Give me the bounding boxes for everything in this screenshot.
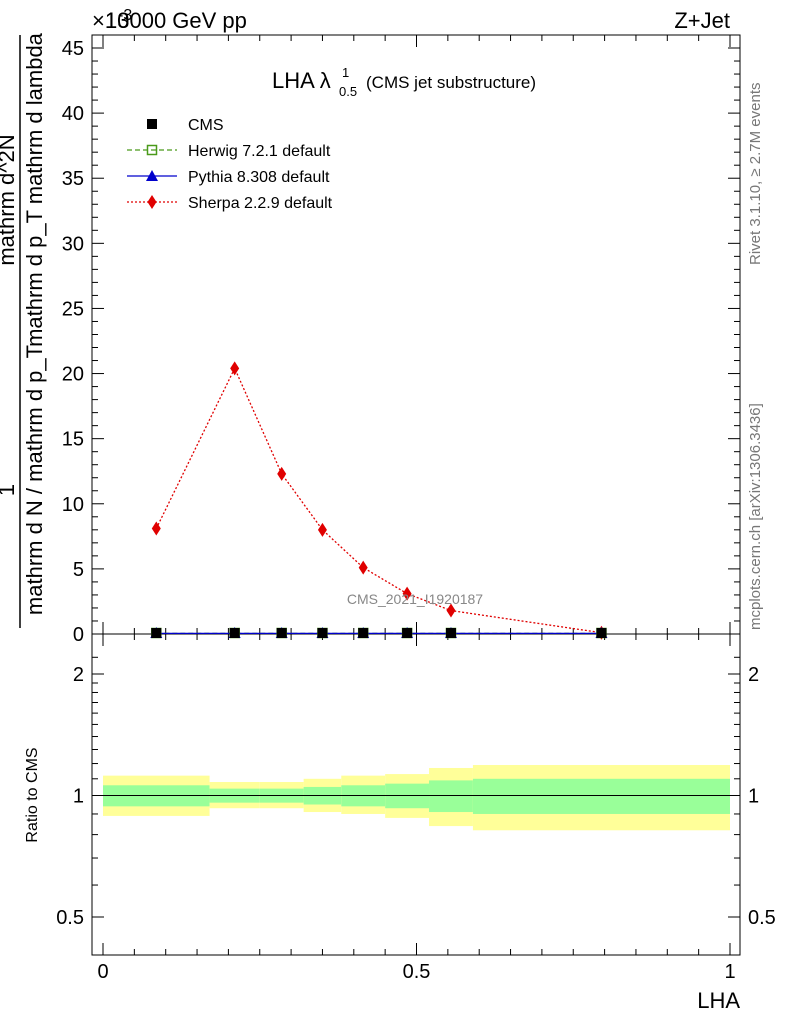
y-tick-label: 20 xyxy=(62,364,84,386)
y-tick-label: 0 xyxy=(73,624,84,646)
y-tick-label: 5 xyxy=(73,559,84,581)
legend-label-2: Pythia 8.308 default xyxy=(188,169,330,186)
ylabel-denominator: mathrm d N / mathrm d p_T xyxy=(22,345,47,615)
main-axes: 0 5 10 15 20 25 30 35 40 45 xyxy=(62,34,741,646)
ratio-y-tick-label-right: 2 xyxy=(748,664,759,686)
series-layer xyxy=(150,361,608,640)
cms-point xyxy=(358,628,369,638)
energy-label: 13000 GeV pp xyxy=(105,8,247,33)
process-label: Z+Jet xyxy=(674,8,730,33)
analysis-watermark: CMS_2021_I1920187 xyxy=(347,591,483,607)
sherpa-point xyxy=(358,560,368,575)
legend-label-0: CMS xyxy=(188,117,224,134)
ratio-axes: 0 0.5 1 0.5 0.5 1 1 2 2 xyxy=(56,633,776,983)
ylabel-numerator2: mathrm d^2N xyxy=(0,134,19,265)
ratio-y-tick-label: 2 xyxy=(73,664,84,686)
ratio-y-tick-label: 0.5 xyxy=(56,907,84,929)
y-tick-label: 35 xyxy=(62,168,84,190)
y-tick-label: 25 xyxy=(62,298,84,320)
y-tick-label: 15 xyxy=(62,429,84,451)
ylabel-denominator2: mathrm d p_T mathrm d lambda xyxy=(22,32,47,347)
legend-label-3: Sherpa 2.2.9 default xyxy=(188,195,333,212)
legend-label-1: Herwig 7.2.1 default xyxy=(188,143,331,160)
ratio-y-tick-label-right: 0.5 xyxy=(748,907,776,929)
plot-title-sup: 1 xyxy=(342,65,349,80)
cms-point xyxy=(402,628,413,638)
sherpa-point xyxy=(402,586,412,601)
sherpa-point xyxy=(230,361,240,376)
sherpa-point xyxy=(446,603,456,618)
legend-marker-3 xyxy=(147,195,157,209)
inner-band-bin xyxy=(429,780,473,813)
ratio-bands xyxy=(103,765,730,831)
y-tick-label: 45 xyxy=(62,38,84,60)
rivet-label: Rivet 3.1.10, ≥ 2.7M events xyxy=(747,83,764,266)
plot-title: LHA λ 1 0.5 (CMS jet substructure) xyxy=(272,65,536,99)
x-axis-label: LHA xyxy=(697,988,740,1013)
ylabel-numerator: 1 xyxy=(0,484,19,496)
ratio-y-tick-label-right: 1 xyxy=(748,786,759,808)
legend-marker-0 xyxy=(147,119,157,129)
y-tick-label: 40 xyxy=(62,103,84,125)
mcplots-label: mcplots.cern.ch [arXiv:1306.3436] xyxy=(747,403,764,630)
x-tick-label: 0 xyxy=(97,961,108,983)
series-line-3 xyxy=(155,366,602,634)
sherpa-point xyxy=(317,522,327,537)
legend-marker-1 xyxy=(146,144,158,156)
cms-point xyxy=(596,628,607,638)
legend: CMS Herwig 7.2.1 default Pythia 8.308 defa… xyxy=(127,117,333,212)
plot-title-main: LHA λ xyxy=(272,68,331,93)
inner-band-bin xyxy=(472,778,730,814)
sherpa-point xyxy=(277,466,287,481)
exponent-power: -3 xyxy=(118,7,132,24)
plot-title-sub: 0.5 xyxy=(339,84,357,99)
cms-point xyxy=(151,628,162,638)
cms-point xyxy=(317,628,328,638)
plot-title-rest: (CMS jet substructure) xyxy=(366,73,536,92)
cms-point xyxy=(445,628,456,638)
cms-point xyxy=(229,628,240,638)
ratio-ylabel: Ratio to CMS xyxy=(24,747,41,842)
x-tick-label: 1 xyxy=(724,961,735,983)
ratio-y-tick-label: 1 xyxy=(73,786,84,808)
main-ylabel: 1 mathrm d N / mathrm d p_T mathrm d^2N … xyxy=(0,32,47,628)
x-tick-label: 0.5 xyxy=(403,961,431,983)
y-tick-label: 30 xyxy=(62,233,84,255)
cms-point xyxy=(276,628,287,638)
legend-marker-2 xyxy=(146,170,158,181)
y-tick-label: 10 xyxy=(62,494,84,516)
sherpa-point xyxy=(151,521,161,536)
exponent-label: ×10 xyxy=(92,8,129,33)
